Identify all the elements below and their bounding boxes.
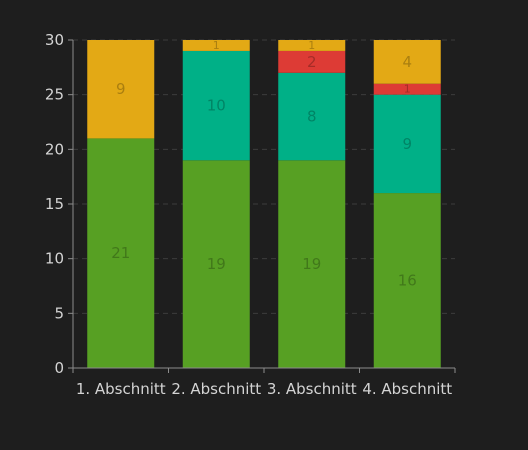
data-label: 9 [116,80,126,98]
bar-segment [87,138,155,368]
bar-segment [373,193,441,368]
data-label: 8 [307,108,317,126]
y-tick-label: 15 [45,195,64,213]
axes: 0 5 10 15 20 25 30 1. Abschnitt 2. Abschnitt 3. A… [45,31,456,398]
bar-segment [373,40,441,84]
data-label: 9 [402,135,412,153]
x-tick-label: 4. Abschnitt [362,380,452,398]
bar-segment [87,40,155,139]
y-tick-label: 30 [45,31,64,49]
data-label: 1 [404,83,411,96]
data-label: 2 [307,53,317,71]
x-tick-label: 3. Abschnitt [267,380,357,398]
bar-segment [278,160,346,368]
bar-segment [278,72,346,161]
y-tick-label: 25 [45,86,64,104]
data-label: 10 [207,97,226,115]
data-label: 21 [111,244,130,262]
data-label: 1 [308,39,315,52]
x-tick-label: 2. Abschnitt [171,380,261,398]
data-label: 16 [398,272,417,290]
bar-segment [373,83,441,95]
data-label: 19 [302,255,321,273]
y-tick-label: 20 [45,140,64,158]
x-tick-label: 1. Abschnitt [76,380,166,398]
y-tick-label: 0 [54,359,64,377]
bar-segment [278,40,346,51]
y-tick-label: 10 [45,250,64,268]
bar-segment [182,40,250,51]
bar-segment [182,160,250,368]
y-tick-label: 5 [54,304,64,322]
bar-segment [373,94,441,194]
bar-segment [182,50,250,161]
data-label: 4 [402,53,412,71]
bars [87,40,441,368]
data-label: 1 [213,39,220,52]
data-label: 19 [207,255,226,273]
bar-segment [278,50,346,73]
